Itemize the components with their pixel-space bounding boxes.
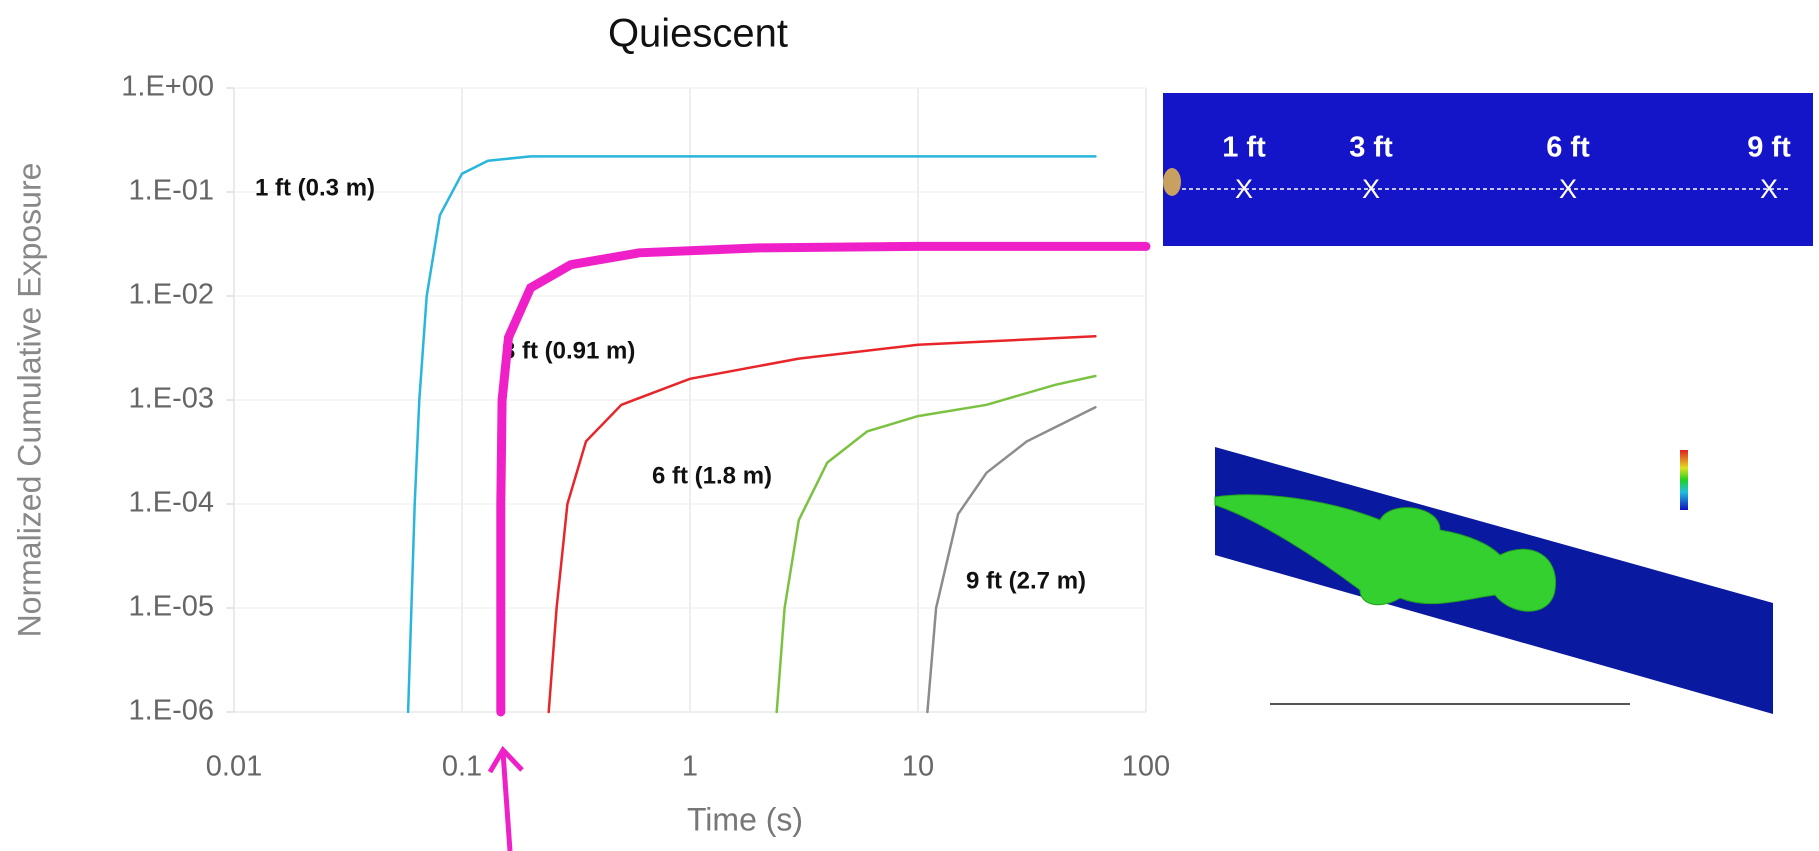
y-tick-label: 1.E-02 — [129, 279, 214, 311]
inset-source — [1163, 168, 1181, 196]
chart-title: Quiescent — [608, 12, 788, 56]
y-tick-label: 1.E-05 — [129, 591, 214, 623]
y-tick-label: 1.E-06 — [129, 695, 214, 727]
series-label: 1 ft (0.3 m) — [255, 174, 375, 201]
x-tick-label: 100 — [1122, 751, 1170, 783]
page: Quiescent Time (s) Normalized Cumulative… — [0, 0, 1819, 851]
data-line — [549, 336, 1096, 712]
render-colorbar — [1680, 450, 1688, 510]
x-tick-label: 0.1 — [442, 751, 482, 783]
inset-marker: X — [1235, 174, 1253, 204]
data-line — [927, 407, 1095, 712]
chart: Quiescent Time (s) Normalized Cumulative… — [0, 0, 1819, 851]
y-axis-label: Normalized Cumulative Exposure — [11, 163, 47, 638]
x-tick-label: 10 — [902, 751, 934, 783]
x-tick-label: 0.01 — [206, 751, 262, 783]
data-line — [408, 156, 1095, 712]
inset-label: 9 ft — [1747, 132, 1791, 164]
inset-marker: X — [1559, 174, 1577, 204]
inset-label: 1 ft — [1222, 132, 1266, 164]
y-tick-label: 1.E+00 — [121, 71, 214, 103]
inset-marker: X — [1362, 174, 1380, 204]
inset-marker: X — [1760, 174, 1778, 204]
y-tick-label: 1.E-03 — [129, 383, 214, 415]
arrow-shaft — [503, 752, 510, 851]
x-axis-label: Time (s) — [687, 801, 803, 837]
series-label: 6 ft (1.8 m) — [652, 462, 772, 489]
inset-panel — [1163, 93, 1813, 246]
data-line — [777, 376, 1096, 712]
series-label: 9 ft (2.7 m) — [966, 567, 1086, 594]
y-tick-label: 1.E-01 — [129, 175, 214, 207]
series-label: 3 ft (0.91 m) — [502, 337, 635, 364]
y-tick-label: 1.E-04 — [129, 487, 214, 519]
x-tick-label: 1 — [682, 751, 698, 783]
inset-label: 3 ft — [1349, 132, 1393, 164]
data-line — [501, 246, 1146, 712]
inset-label: 6 ft — [1546, 132, 1590, 164]
